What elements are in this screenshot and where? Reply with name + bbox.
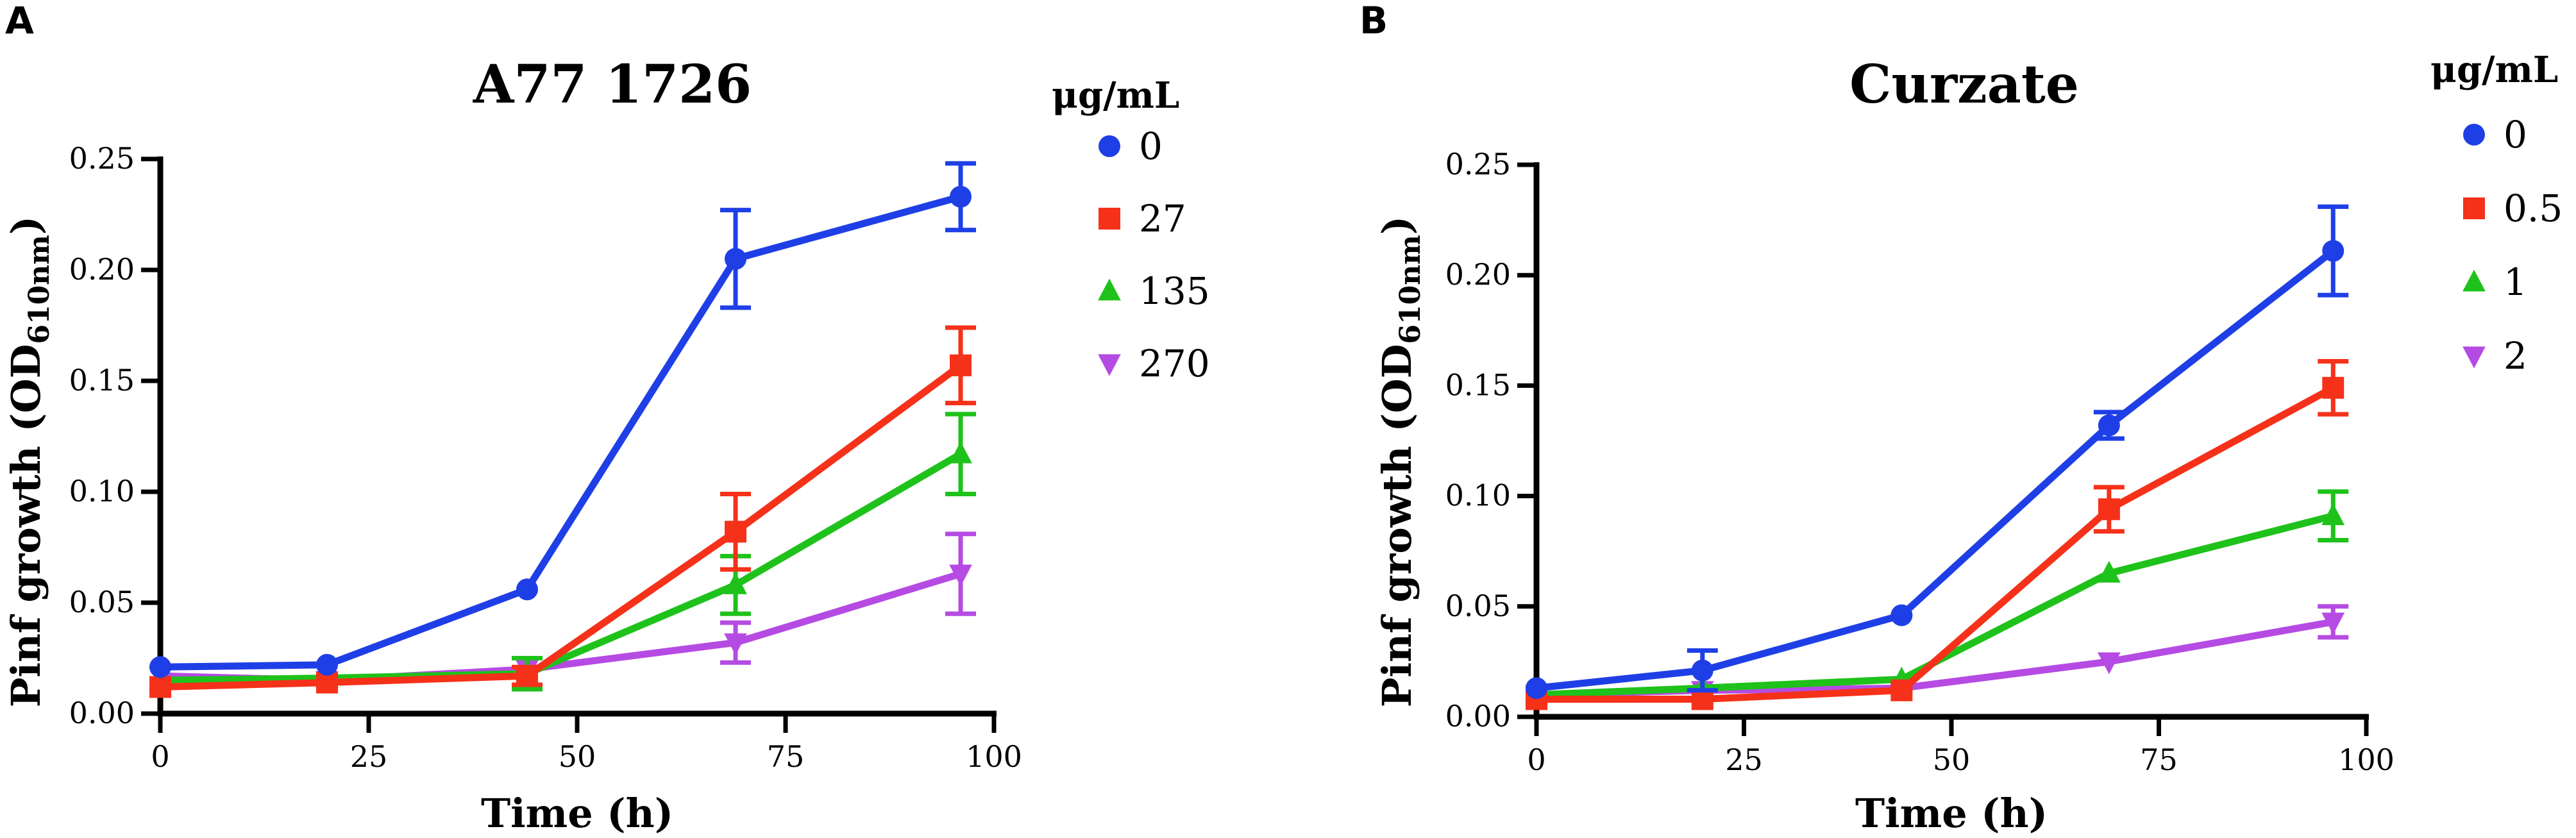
legend-item-0: 0 xyxy=(1099,124,1163,168)
series-layer-b xyxy=(1525,204,2349,710)
y-axis-title-b: Pinf growth (OD610nm) xyxy=(1374,216,1427,707)
legend-item-27: 27 xyxy=(1099,197,1186,240)
data-point xyxy=(1890,679,1913,701)
data-point xyxy=(516,665,538,687)
legend-label: 2 xyxy=(2504,334,2527,378)
series-line xyxy=(160,451,963,684)
series-0.5 xyxy=(1526,359,2349,710)
y-tick-label: 0.05 xyxy=(1445,589,1511,623)
x-tick-label: 100 xyxy=(2338,742,2395,777)
legend-label: 0 xyxy=(1139,124,1163,168)
series-27 xyxy=(149,325,976,698)
legend-item-135: 135 xyxy=(1098,269,1210,313)
x-tick-label: 75 xyxy=(767,739,805,774)
y-tick-label: 0.00 xyxy=(1445,699,1511,733)
data-point xyxy=(725,247,746,270)
legend-a: 0 27 135 270 xyxy=(1098,124,1210,385)
x-tick-label: 100 xyxy=(966,739,1022,774)
legend-label: 270 xyxy=(1139,342,1210,385)
x-tick-label: 75 xyxy=(2140,742,2178,777)
panel-a: A A77 1726 Pinf growth (OD610nm) Time (h… xyxy=(3,0,1210,837)
data-point xyxy=(949,564,972,587)
legend-marker xyxy=(1099,135,1120,157)
legend-b: 0 0.5 1 2 xyxy=(2462,113,2563,378)
legend-item-2: 2 xyxy=(2462,334,2527,378)
x-tick-label: 0 xyxy=(151,739,169,774)
data-point xyxy=(724,572,747,594)
legend-item-0.5: 0.5 xyxy=(2463,187,2563,230)
y-tick-label: 0.10 xyxy=(1445,478,1511,513)
legend-item-270: 270 xyxy=(1098,342,1210,385)
x-tick-label: 0 xyxy=(1527,742,1545,777)
legend-marker xyxy=(1098,278,1121,301)
x-axis-title-a: Time (h) xyxy=(481,790,673,837)
panel-letter-a: A xyxy=(5,0,34,42)
legend-label: 0.5 xyxy=(2504,187,2563,230)
data-point xyxy=(950,185,972,208)
y-tick-label: 0.05 xyxy=(69,585,135,619)
legend-item-0: 0 xyxy=(2463,113,2527,156)
legend-item-1: 1 xyxy=(2462,260,2527,304)
legend-marker xyxy=(1099,208,1120,230)
data-point xyxy=(2098,414,2120,437)
legend-marker xyxy=(2463,124,2485,146)
data-point xyxy=(2321,503,2345,526)
series-line xyxy=(1536,512,2334,699)
x-tick-label: 25 xyxy=(1725,742,1763,777)
y-axis-title-a: Pinf growth (OD610nm) xyxy=(3,216,56,707)
series-line xyxy=(1536,247,2336,692)
series-0 xyxy=(149,161,976,678)
series-layer-a xyxy=(149,161,976,698)
y-tick-label: 0.10 xyxy=(69,474,135,508)
series-1 xyxy=(1525,489,2349,705)
y-tick-label: 0.20 xyxy=(1445,257,1511,292)
data-point xyxy=(2321,612,2345,635)
data-point xyxy=(149,656,171,678)
y-tick-label: 0.15 xyxy=(69,363,135,398)
data-point xyxy=(1890,604,1913,626)
legend-label: 135 xyxy=(1139,269,1210,313)
data-point xyxy=(316,653,338,676)
x-tick-label: 25 xyxy=(350,739,388,774)
data-point xyxy=(949,441,972,464)
y-tick-label: 0.20 xyxy=(69,252,135,287)
data-point xyxy=(1691,659,1713,682)
data-point xyxy=(725,521,746,543)
axes-a: 0.00 0.05 0.10 0.15 0.20 0.25 0 25 50 75 100 xyxy=(69,141,1022,774)
data-point xyxy=(2322,240,2344,262)
data-point xyxy=(2322,376,2344,399)
data-point xyxy=(1526,677,1547,700)
series-0 xyxy=(1526,204,2349,700)
axes-b: 0.00 0.05 0.10 0.15 0.20 0.25 0 25 50 75 100 xyxy=(1445,147,2395,777)
legend-marker xyxy=(2462,346,2486,369)
legend-marker xyxy=(1098,354,1121,376)
y-tick-label: 0.00 xyxy=(69,696,135,730)
x-tick-label: 50 xyxy=(1933,742,1971,777)
chart-title-a: A77 1726 xyxy=(473,54,752,115)
x-tick-label: 50 xyxy=(559,739,596,774)
data-point xyxy=(2098,560,2121,583)
legend-label: 1 xyxy=(2504,260,2527,304)
y-tick-label: 0.25 xyxy=(69,141,135,176)
y-tick-label: 0.25 xyxy=(1445,147,1511,181)
data-point xyxy=(149,676,171,698)
data-point xyxy=(2098,498,2120,521)
series-line xyxy=(160,193,962,671)
data-point xyxy=(516,578,538,601)
legend-label: 0 xyxy=(2504,113,2527,156)
data-point xyxy=(950,354,972,376)
x-axis-title-b: Time (h) xyxy=(1855,790,2048,837)
data-point xyxy=(2098,652,2121,675)
legend-title-b: μg/mL xyxy=(2430,49,2558,91)
panel-letter-b: B xyxy=(1360,0,1388,42)
data-point xyxy=(724,633,747,655)
legend-marker xyxy=(2462,269,2486,292)
legend-title-a: μg/mL xyxy=(1052,74,1179,117)
legend-marker xyxy=(2463,197,2485,219)
y-tick-label: 0.15 xyxy=(1445,367,1511,402)
chart-title-b: Curzate xyxy=(1849,54,2079,115)
legend-label: 27 xyxy=(1139,197,1186,240)
panel-b: B Curzate Pinf growth (OD610nm) Time (h)… xyxy=(1360,0,2563,837)
